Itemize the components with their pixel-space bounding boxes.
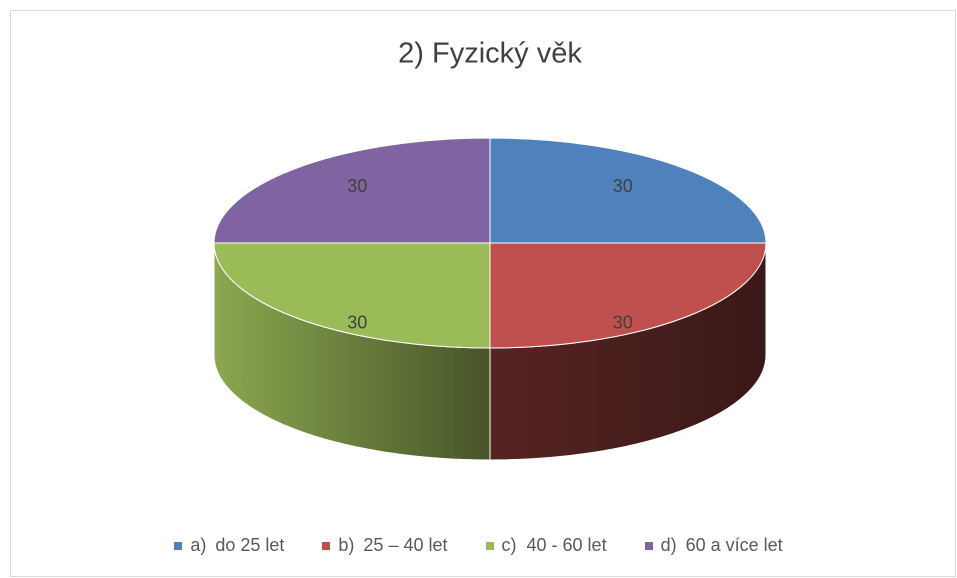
plot: 2) Fyzický věk 30 30 30 30: [213, 38, 767, 461]
legend-label: a) do 25 let: [190, 535, 285, 555]
data-label: 30: [613, 176, 633, 196]
legend-label: c) 40 - 60 let: [501, 535, 607, 555]
data-label: 30: [347, 176, 367, 196]
slice: [489, 242, 767, 349]
chart-frame: [10, 10, 956, 577]
data-label: 30: [347, 312, 367, 332]
legend-item: d) 60 a více let: [644, 535, 783, 556]
legend-swatch: [644, 541, 653, 550]
legend-label: d) 60 a více let: [660, 535, 783, 555]
data-label: 30: [613, 312, 633, 332]
slice: [213, 242, 491, 349]
legend-item: c) 40 - 60 let: [485, 535, 607, 556]
legend-swatch: [174, 541, 183, 550]
legend-label: b) 25 – 40 let: [338, 535, 448, 555]
slice: [213, 137, 491, 244]
slice: [489, 137, 767, 244]
legend-swatch: [485, 541, 494, 550]
chart-title: 2) Fyzický věk: [398, 38, 582, 70]
legend: a) do 25 let b) 25 – 40 let c) 40 - 60 let…: [0, 535, 957, 556]
legend-swatch: [322, 541, 331, 550]
legend-item: a) do 25 let: [174, 535, 284, 556]
legend-item: b) 25 – 40 let: [322, 535, 448, 556]
